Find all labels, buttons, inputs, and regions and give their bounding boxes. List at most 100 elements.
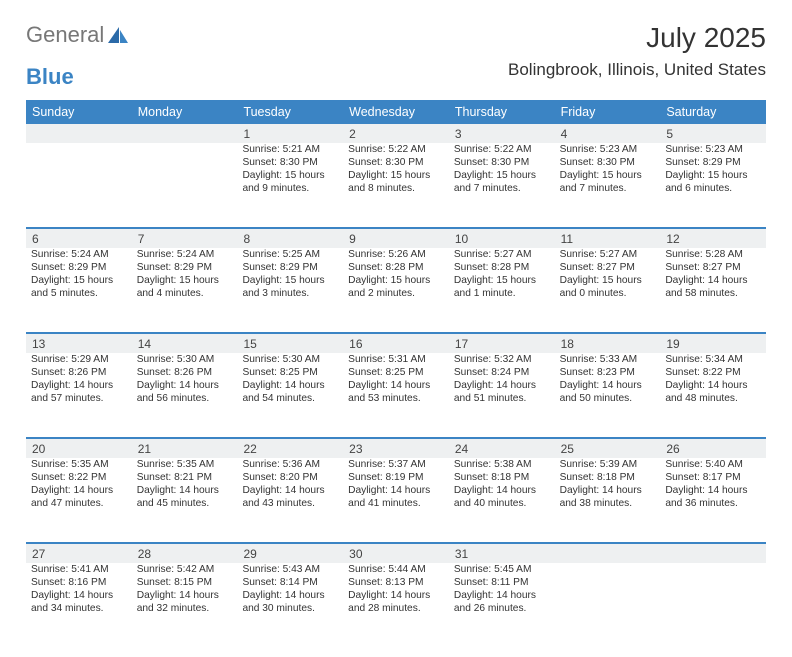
daylight1-text: Daylight: 15 hours (560, 274, 656, 287)
day-cell: Sunrise: 5:39 AMSunset: 8:18 PMDaylight:… (555, 458, 661, 542)
day-cell: Sunrise: 5:35 AMSunset: 8:21 PMDaylight:… (132, 458, 238, 542)
day-number: 31 (449, 544, 555, 563)
sunrise-text: Sunrise: 5:33 AM (560, 353, 656, 366)
sunrise-text: Sunrise: 5:29 AM (31, 353, 127, 366)
daylight2-text: and 48 minutes. (665, 392, 761, 405)
day-number: 22 (237, 439, 343, 458)
sunrise-text: Sunrise: 5:38 AM (454, 458, 550, 471)
sunset-text: Sunset: 8:15 PM (137, 576, 233, 589)
day-cell: Sunrise: 5:29 AMSunset: 8:26 PMDaylight:… (26, 353, 132, 437)
sunrise-text: Sunrise: 5:25 AM (242, 248, 338, 261)
daylight1-text: Daylight: 15 hours (665, 169, 761, 182)
day-cell: Sunrise: 5:22 AMSunset: 8:30 PMDaylight:… (343, 143, 449, 227)
day-cell: Sunrise: 5:24 AMSunset: 8:29 PMDaylight:… (26, 248, 132, 332)
day-cell: Sunrise: 5:35 AMSunset: 8:22 PMDaylight:… (26, 458, 132, 542)
daylight1-text: Daylight: 15 hours (242, 274, 338, 287)
day-number: 11 (555, 229, 661, 248)
daylight2-text: and 38 minutes. (560, 497, 656, 510)
day-cell: Sunrise: 5:23 AMSunset: 8:30 PMDaylight:… (555, 143, 661, 227)
daylight2-text: and 53 minutes. (348, 392, 444, 405)
header-right: July 2025 Bolingbrook, Illinois, United … (508, 22, 766, 80)
day-cell: Sunrise: 5:31 AMSunset: 8:25 PMDaylight:… (343, 353, 449, 437)
sunset-text: Sunset: 8:27 PM (665, 261, 761, 274)
daylight1-text: Daylight: 14 hours (665, 484, 761, 497)
daylight1-text: Daylight: 14 hours (31, 484, 127, 497)
daylight2-text: and 40 minutes. (454, 497, 550, 510)
sunset-text: Sunset: 8:29 PM (665, 156, 761, 169)
day-number: 24 (449, 439, 555, 458)
weekday-header: Friday (555, 100, 661, 124)
sunset-text: Sunset: 8:22 PM (31, 471, 127, 484)
day-number: 16 (343, 334, 449, 353)
sunrise-text: Sunrise: 5:27 AM (454, 248, 550, 261)
week-row: Sunrise: 5:29 AMSunset: 8:26 PMDaylight:… (26, 353, 766, 437)
daylight2-text: and 1 minute. (454, 287, 550, 300)
daylight2-text: and 9 minutes. (242, 182, 338, 195)
day-number: 13 (26, 334, 132, 353)
sunset-text: Sunset: 8:28 PM (454, 261, 550, 274)
daylight2-text: and 51 minutes. (454, 392, 550, 405)
daylight2-text: and 58 minutes. (665, 287, 761, 300)
daylight2-text: and 6 minutes. (665, 182, 761, 195)
day-number (555, 544, 661, 563)
sunrise-text: Sunrise: 5:21 AM (242, 143, 338, 156)
daylight2-text: and 36 minutes. (665, 497, 761, 510)
day-number: 25 (555, 439, 661, 458)
day-cell: Sunrise: 5:21 AMSunset: 8:30 PMDaylight:… (237, 143, 343, 227)
sunset-text: Sunset: 8:25 PM (242, 366, 338, 379)
sunset-text: Sunset: 8:24 PM (454, 366, 550, 379)
daylight1-text: Daylight: 14 hours (242, 589, 338, 602)
day-cell: Sunrise: 5:41 AMSunset: 8:16 PMDaylight:… (26, 563, 132, 647)
day-number: 6 (26, 229, 132, 248)
day-number-row: 20212223242526 (26, 439, 766, 458)
sunrise-text: Sunrise: 5:43 AM (242, 563, 338, 576)
day-cell: Sunrise: 5:30 AMSunset: 8:25 PMDaylight:… (237, 353, 343, 437)
day-number: 19 (660, 334, 766, 353)
sunset-text: Sunset: 8:14 PM (242, 576, 338, 589)
weekday-header: Saturday (660, 100, 766, 124)
weekday-header-row: Sunday Monday Tuesday Wednesday Thursday… (26, 100, 766, 124)
daylight1-text: Daylight: 14 hours (242, 379, 338, 392)
sunset-text: Sunset: 8:13 PM (348, 576, 444, 589)
sunset-text: Sunset: 8:29 PM (137, 261, 233, 274)
daylight1-text: Daylight: 15 hours (137, 274, 233, 287)
day-number: 3 (449, 124, 555, 143)
sunset-text: Sunset: 8:17 PM (665, 471, 761, 484)
sunset-text: Sunset: 8:19 PM (348, 471, 444, 484)
day-number-row: 6789101112 (26, 229, 766, 248)
sunrise-text: Sunrise: 5:30 AM (242, 353, 338, 366)
daylight1-text: Daylight: 15 hours (348, 169, 444, 182)
daylight2-text: and 41 minutes. (348, 497, 444, 510)
daylight2-text: and 56 minutes. (137, 392, 233, 405)
sunrise-text: Sunrise: 5:41 AM (31, 563, 127, 576)
daylight2-text: and 32 minutes. (137, 602, 233, 615)
sunset-text: Sunset: 8:11 PM (454, 576, 550, 589)
sunset-text: Sunset: 8:29 PM (31, 261, 127, 274)
sunset-text: Sunset: 8:30 PM (242, 156, 338, 169)
sunrise-text: Sunrise: 5:32 AM (454, 353, 550, 366)
sunset-text: Sunset: 8:23 PM (560, 366, 656, 379)
day-number-row: 12345 (26, 124, 766, 143)
sunrise-text: Sunrise: 5:23 AM (665, 143, 761, 156)
day-cell: Sunrise: 5:27 AMSunset: 8:28 PMDaylight:… (449, 248, 555, 332)
daylight1-text: Daylight: 15 hours (242, 169, 338, 182)
daylight1-text: Daylight: 15 hours (31, 274, 127, 287)
sunset-text: Sunset: 8:25 PM (348, 366, 444, 379)
daylight2-text: and 0 minutes. (560, 287, 656, 300)
daylight1-text: Daylight: 14 hours (454, 589, 550, 602)
week-row: Sunrise: 5:24 AMSunset: 8:29 PMDaylight:… (26, 248, 766, 332)
sunrise-text: Sunrise: 5:31 AM (348, 353, 444, 366)
sunset-text: Sunset: 8:20 PM (242, 471, 338, 484)
day-cell (132, 143, 238, 227)
daylight1-text: Daylight: 14 hours (665, 379, 761, 392)
sunrise-text: Sunrise: 5:36 AM (242, 458, 338, 471)
day-cell (660, 563, 766, 647)
sunrise-text: Sunrise: 5:42 AM (137, 563, 233, 576)
logo-sail-icon (107, 26, 129, 44)
daylight1-text: Daylight: 14 hours (242, 484, 338, 497)
sunset-text: Sunset: 8:22 PM (665, 366, 761, 379)
day-cell: Sunrise: 5:44 AMSunset: 8:13 PMDaylight:… (343, 563, 449, 647)
day-cell: Sunrise: 5:38 AMSunset: 8:18 PMDaylight:… (449, 458, 555, 542)
sunrise-text: Sunrise: 5:45 AM (454, 563, 550, 576)
day-number: 8 (237, 229, 343, 248)
